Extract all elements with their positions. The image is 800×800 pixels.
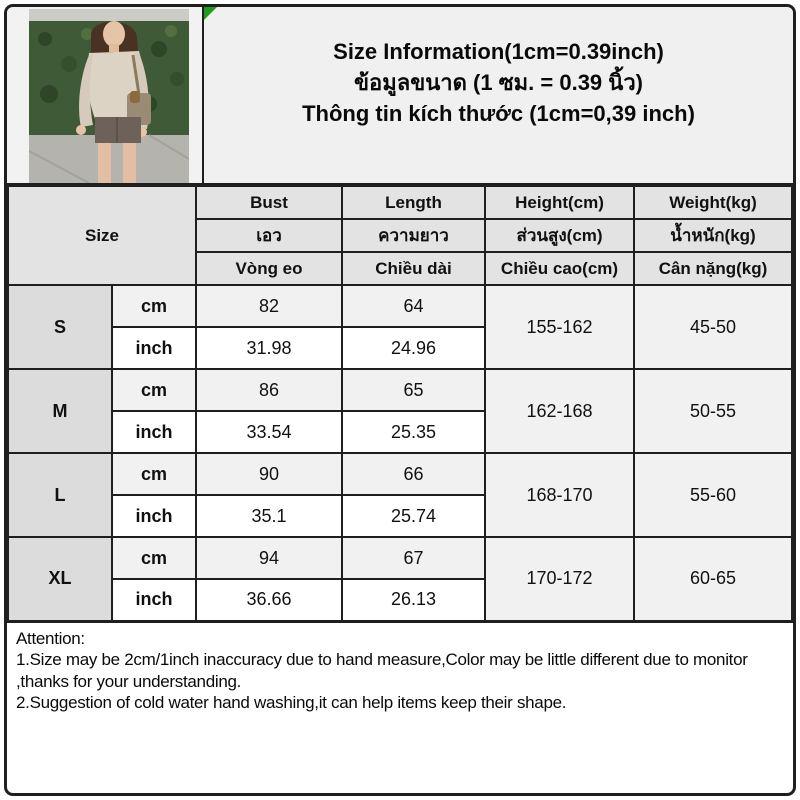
table-row: inch 31.98 24.96 xyxy=(8,326,792,370)
col-bust-vi: Vòng eo xyxy=(195,251,343,286)
col-weight-en: Weight(kg) xyxy=(633,185,793,220)
product-photo-cell xyxy=(7,7,204,183)
table-row: S cm 82 64 155-162 45-50 xyxy=(7,284,793,370)
size-label-l: L xyxy=(7,452,113,538)
size-table: Size Bust Length Height(cm) Weight(kg) เ… xyxy=(7,185,793,623)
weight-range: 55-60 xyxy=(633,452,793,538)
length-inch-value: 26.13 xyxy=(341,578,486,622)
unit-inch: inch xyxy=(111,494,197,538)
weight-range: 50-55 xyxy=(633,368,793,454)
unit-inch: inch xyxy=(111,578,197,622)
bust-cm-value: 86 xyxy=(195,368,343,412)
length-inch-value: 24.96 xyxy=(341,326,486,370)
length-inch-value: 25.35 xyxy=(341,410,486,454)
col-weight-th: น้ำหนัก(kg) xyxy=(633,218,793,253)
title-section: Size Information(1cm=0.39inch) ข้อมูลขนา… xyxy=(204,7,793,183)
unit-inch: inch xyxy=(111,326,197,370)
col-length-vi: Chiều dài xyxy=(341,251,486,286)
weight-range: 60-65 xyxy=(633,536,793,622)
product-photo xyxy=(29,9,189,183)
title-english: Size Information(1cm=0.39inch) xyxy=(333,38,664,64)
length-cm-value: 66 xyxy=(341,452,486,496)
height-range: 162-168 xyxy=(484,368,635,454)
col-height-vi: Chiều cao(cm) xyxy=(484,251,635,286)
table-row: L cm 90 66 168-170 55-60 xyxy=(7,452,793,538)
title-vietnamese: Thông tin kích thước (1cm=0,39 inch) xyxy=(302,100,695,126)
attention-heading: Attention: xyxy=(16,628,85,648)
table-row: inch 36.66 26.13 xyxy=(8,578,792,622)
bust-inch-value: 33.54 xyxy=(195,410,343,454)
col-height-th: ส่วนสูง(cm) xyxy=(484,218,635,253)
height-range: 170-172 xyxy=(484,536,635,622)
table-row: inch 33.54 25.35 xyxy=(8,410,792,454)
bust-inch-value: 31.98 xyxy=(195,326,343,370)
title-thai: ข้อมูลขนาด (1 ซม. = 0.39 นิ้ว) xyxy=(353,69,643,95)
length-cm-value: 65 xyxy=(341,368,486,412)
unit-cm: cm xyxy=(111,452,197,496)
table-row: M cm 86 65 162-168 50-55 xyxy=(7,368,793,454)
unit-inch: inch xyxy=(111,410,197,454)
page-frame: Size Information(1cm=0.39inch) ข้อมูลขนา… xyxy=(4,4,796,796)
green-corner-icon xyxy=(204,7,217,20)
attention-note-1: 1.Size may be 2cm/1inch inaccuracy due t… xyxy=(16,650,748,691)
col-bust-th: เอว xyxy=(195,218,343,253)
height-range: 168-170 xyxy=(484,452,635,538)
length-cm-value: 67 xyxy=(341,536,486,580)
attention-section: Attention: 1.Size may be 2cm/1inch inacc… xyxy=(7,622,793,714)
col-bust-en: Bust xyxy=(195,185,343,220)
bust-cm-value: 94 xyxy=(195,536,343,580)
weight-range: 45-50 xyxy=(633,284,793,370)
size-label-s: S xyxy=(7,284,113,370)
attention-note-2: 2.Suggestion of cold water hand washing,… xyxy=(16,693,567,712)
bust-cm-value: 90 xyxy=(195,452,343,496)
unit-cm: cm xyxy=(111,368,197,412)
unit-cm: cm xyxy=(111,284,197,328)
bust-cm-value: 82 xyxy=(195,284,343,328)
col-length-en: Length xyxy=(341,185,486,220)
size-header: Size xyxy=(7,185,197,286)
height-range: 155-162 xyxy=(484,284,635,370)
size-label-xl: XL xyxy=(7,536,113,622)
size-label-m: M xyxy=(7,368,113,454)
top-section: Size Information(1cm=0.39inch) ข้อมูลขนา… xyxy=(7,7,793,185)
bust-inch-value: 35.1 xyxy=(195,494,343,538)
length-cm-value: 64 xyxy=(341,284,486,328)
col-length-th: ความยาว xyxy=(341,218,486,253)
col-height-en: Height(cm) xyxy=(484,185,635,220)
col-weight-vi: Cân nặng(kg) xyxy=(633,251,793,286)
table-row: XL cm 94 67 170-172 60-65 xyxy=(7,536,793,622)
table-row: inch 35.1 25.74 xyxy=(8,494,792,538)
bust-inch-value: 36.66 xyxy=(195,578,343,622)
length-inch-value: 25.74 xyxy=(341,494,486,538)
unit-cm: cm xyxy=(111,536,197,580)
